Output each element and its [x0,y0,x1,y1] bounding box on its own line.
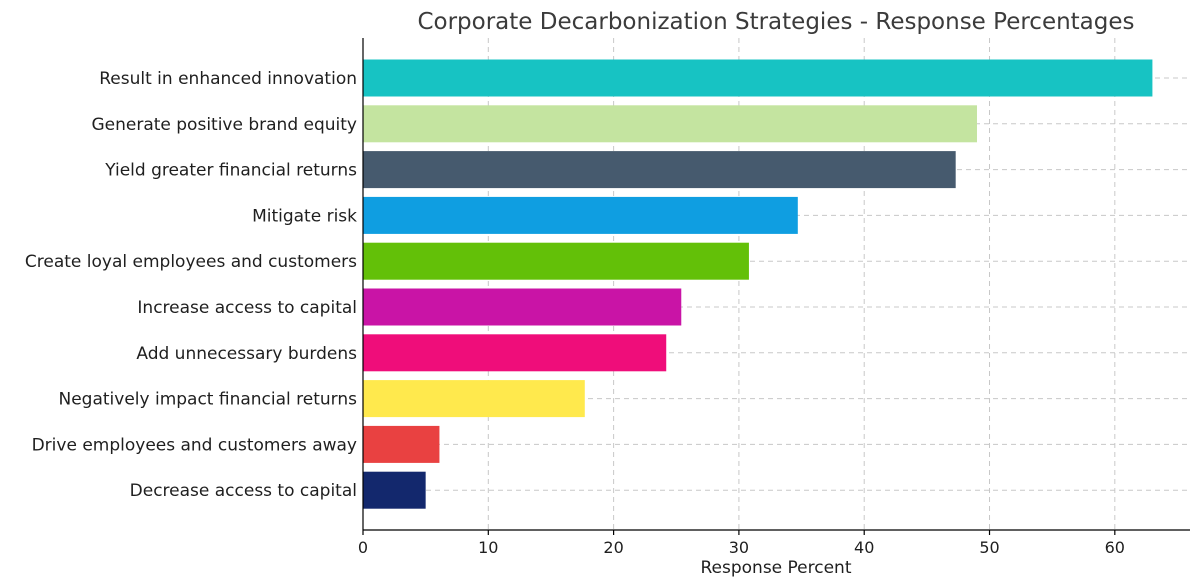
category-label: Add unnecessary burdens [136,344,357,364]
category-label: Generate positive brand equity [91,115,357,135]
bar [363,242,749,280]
category-label: Negatively impact financial returns [58,390,357,410]
category-label: Increase access to capital [137,298,357,318]
bar [363,471,426,509]
bar [363,288,682,326]
category-labels: Result in enhanced innovation Generate po… [25,69,357,501]
category-label: Drive employees and customers away [32,435,357,455]
bars [363,59,1153,509]
bar [363,334,667,372]
bar [363,196,798,234]
category-label: Result in enhanced innovation [99,69,357,89]
x-axis-label: Response Percent [700,558,851,578]
category-label: Create loyal employees and customers [25,252,357,272]
axes [362,38,1190,535]
x-tick-label: 40 [854,538,874,557]
x-tick-label: 60 [1105,538,1125,557]
x-tick-label: 10 [478,538,498,557]
x-tick-labels: 0 10 20 30 40 50 60 [358,538,1125,557]
bar [363,425,440,463]
bar [363,380,585,418]
category-label: Yield greater financial returns [104,161,357,181]
chart-title: Corporate Decarbonization Strategies - R… [417,9,1134,35]
bar [363,105,977,143]
x-tick-label: 50 [979,538,999,557]
x-tick-label: 0 [358,538,368,557]
x-tick-label: 20 [603,538,623,557]
bar [363,59,1153,97]
category-label: Decrease access to capital [130,481,357,501]
bar [363,151,956,189]
category-label: Mitigate risk [252,206,357,226]
x-tick-label: 30 [729,538,749,557]
